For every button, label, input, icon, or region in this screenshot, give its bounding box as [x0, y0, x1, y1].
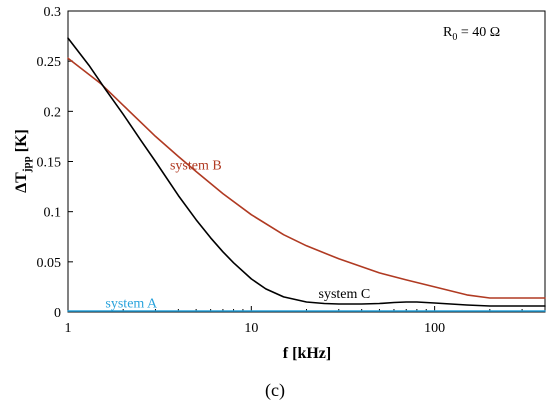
series-line-system-b [67, 57, 546, 299]
annotation-r0: R0 = 40 Ω [443, 25, 500, 43]
y-tick-label: 0 [54, 306, 61, 321]
y-tick-label: 0.25 [37, 55, 62, 70]
y-tick-label: 0.15 [37, 156, 62, 171]
annotation-suffix: = 40 Ω [457, 25, 500, 40]
y-tick-label: 0.2 [44, 105, 62, 120]
x-tick-label: 1 [65, 321, 72, 336]
plot-area [67, 10, 546, 313]
series-label-system-a: system A [105, 296, 158, 311]
figure-caption: (c) [265, 380, 285, 401]
x-tick-label: 100 [424, 321, 445, 336]
series-group [67, 37, 546, 312]
y-tick-label: 0.3 [44, 5, 62, 20]
y-axis-title-main: ΔT [13, 172, 30, 193]
y-axis-title: ΔTjpp [K] [13, 129, 33, 193]
series-line-system-c [67, 37, 546, 307]
annotation-subscript: 0 [452, 32, 457, 43]
y-tick-label: 0.05 [37, 256, 62, 271]
y-axis-title-sub: jpp [21, 156, 33, 173]
series-label-system-b: system B [170, 159, 222, 174]
annotation-prefix: R [443, 25, 453, 40]
y-tick-label: 0.1 [44, 206, 62, 221]
series-labels: system A system B system C [105, 159, 370, 312]
y-axis-title-unit: [K] [13, 129, 30, 156]
ticks: 0 0.05 0.1 0.15 0.2 0.25 0.3 1 10 100 [37, 5, 546, 336]
x-axis-title: f [kHz] [283, 345, 331, 362]
x-tick-label: 10 [244, 321, 258, 336]
series-label-system-c: system C [319, 287, 371, 302]
